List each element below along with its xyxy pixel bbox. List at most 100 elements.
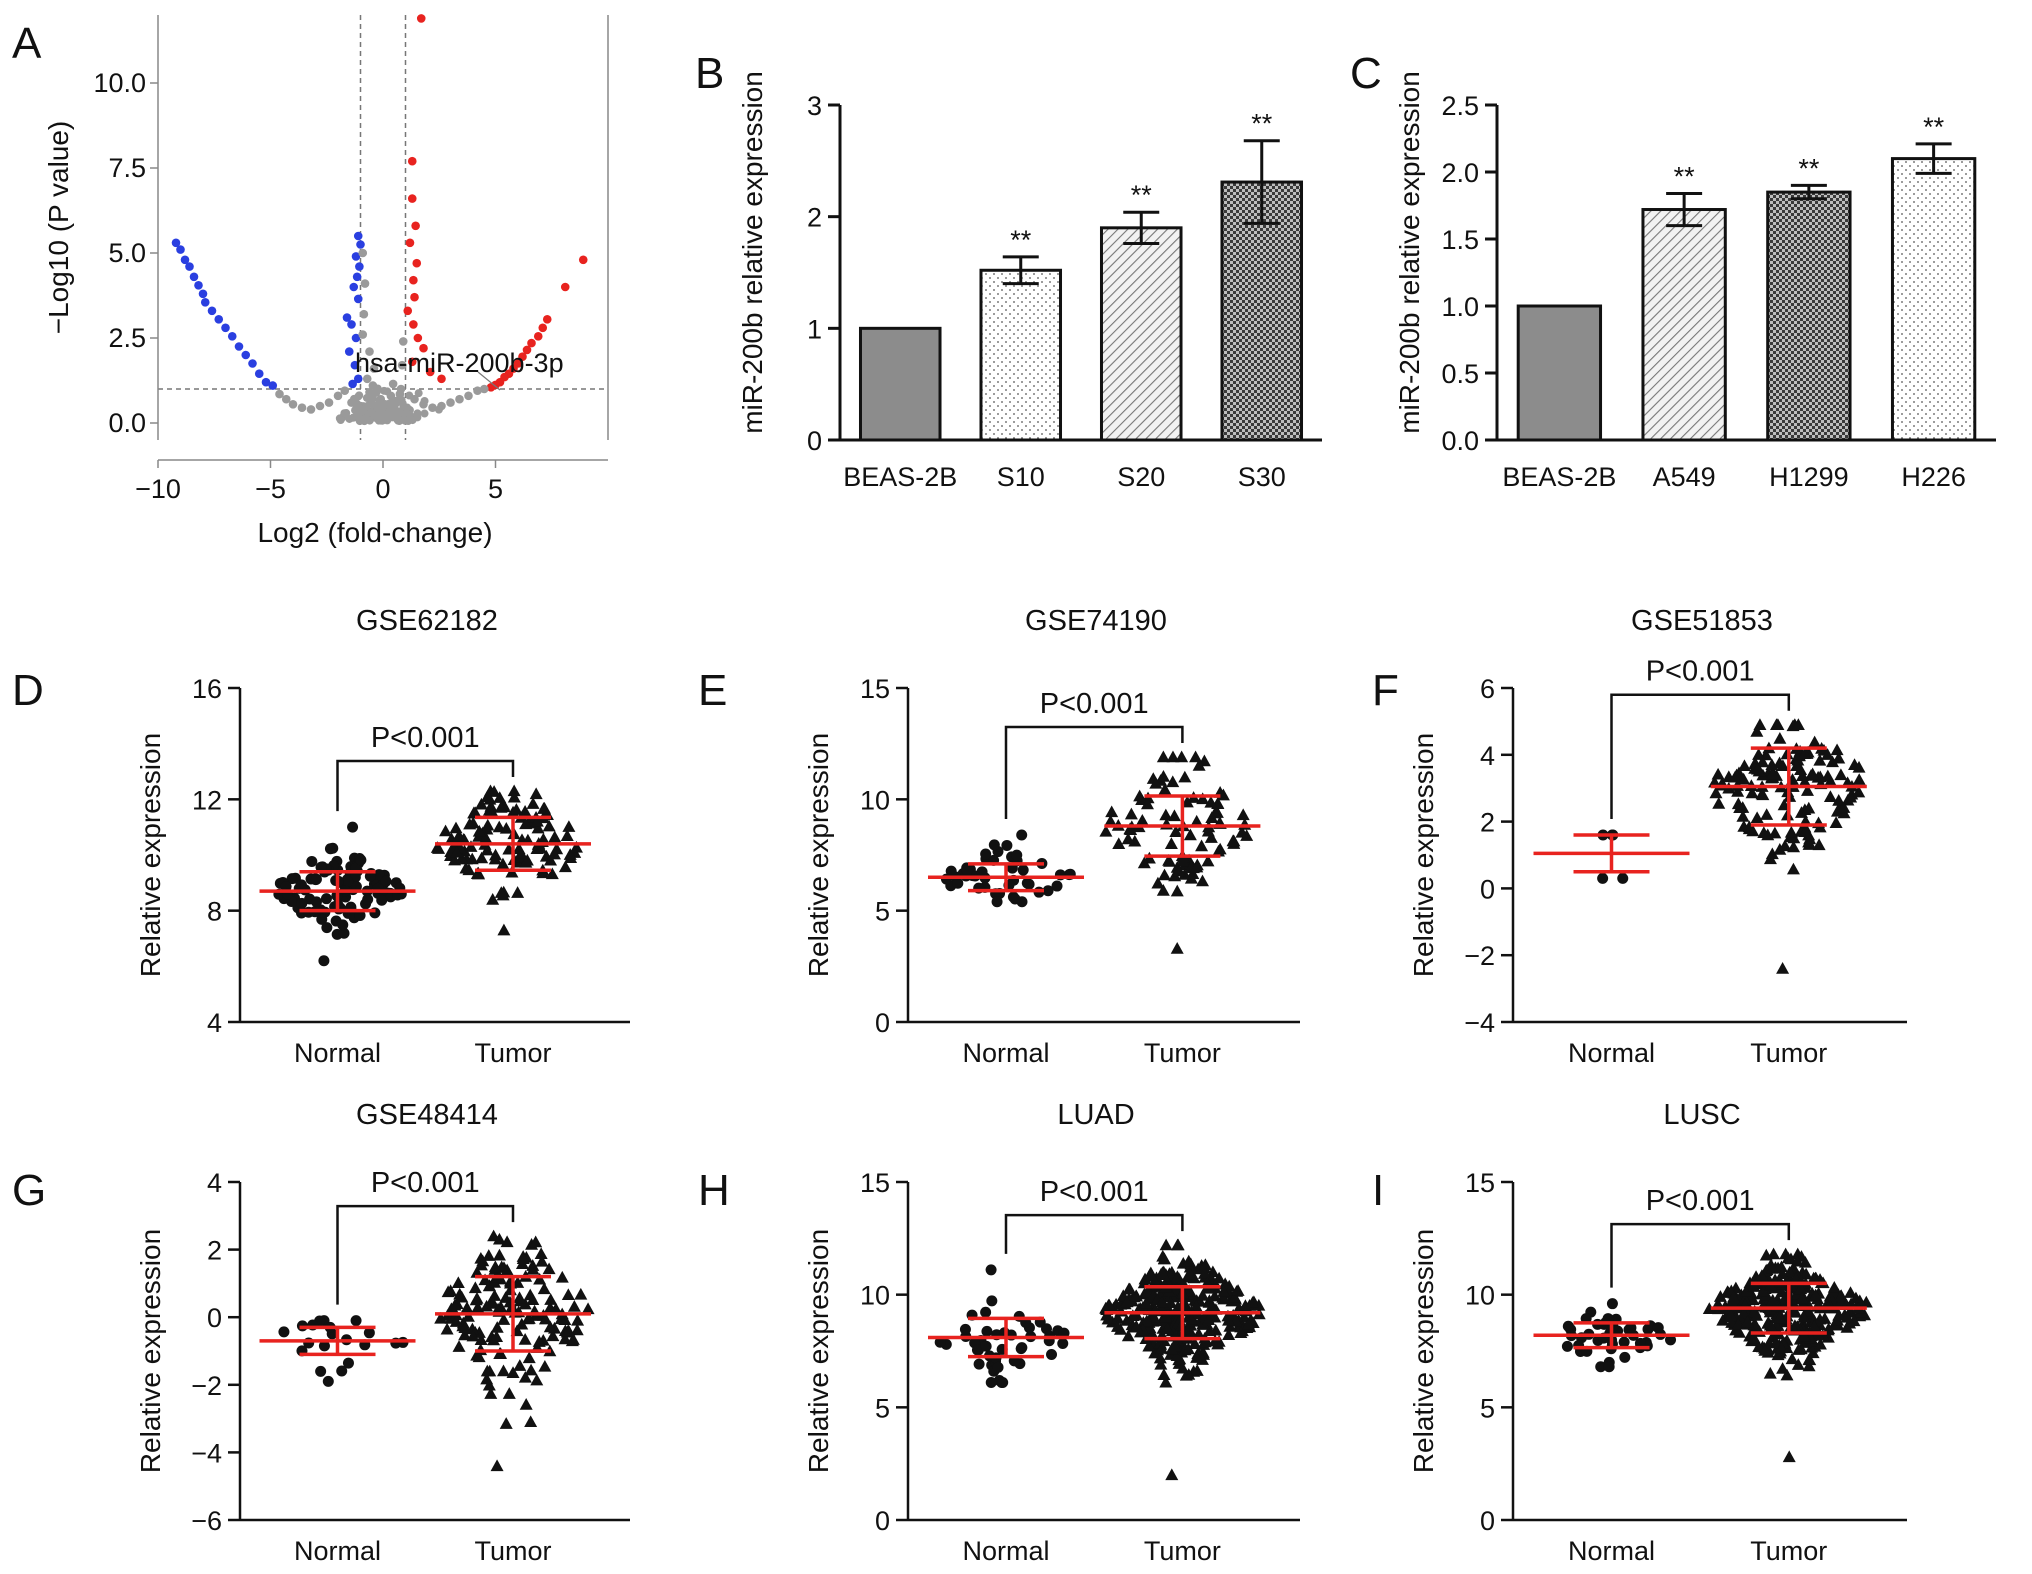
y-tick-label: 0 — [875, 1506, 890, 1536]
data-point-tumor — [1190, 860, 1204, 873]
data-point-tumor — [513, 1359, 527, 1371]
data-point-tumor — [441, 1285, 455, 1298]
data-point-tumor — [1137, 856, 1151, 869]
data-point-normal — [376, 894, 388, 906]
data-point-tumor — [1792, 1343, 1806, 1355]
data-point-tumor — [1750, 762, 1764, 775]
volcano-point-ns — [397, 360, 407, 370]
data-point-tumor — [465, 852, 479, 865]
volcano-point-up — [425, 367, 435, 377]
volcano-point-down — [254, 369, 264, 379]
volcano-point-down — [356, 240, 365, 249]
data-point-tumor — [1826, 755, 1840, 768]
volcano-point-up — [419, 343, 428, 353]
volcano-point-up — [437, 374, 446, 384]
data-point-tumor — [1794, 1282, 1808, 1295]
data-point-tumor — [1776, 1362, 1790, 1374]
data-point-tumor — [1140, 797, 1154, 810]
volcano-point-ns — [340, 386, 350, 396]
data-point-tumor — [1236, 808, 1250, 821]
data-point-normal — [988, 839, 1000, 851]
data-point-normal — [342, 875, 354, 887]
data-point-tumor — [1192, 758, 1206, 771]
data-point-tumor — [1756, 1285, 1770, 1297]
data-point-tumor — [1183, 828, 1197, 841]
data-point-tumor — [569, 840, 583, 853]
data-point-tumor — [1154, 1357, 1168, 1370]
data-point-normal — [350, 881, 362, 893]
volcano-point-down — [198, 289, 208, 299]
data-point-tumor — [1178, 868, 1192, 880]
volcano-point-ns — [281, 394, 291, 404]
data-point-tumor — [1776, 962, 1790, 974]
data-point-tumor — [488, 1289, 502, 1301]
data-point-normal — [1051, 880, 1063, 892]
data-point-tumor — [1197, 1267, 1211, 1279]
data-point-tumor — [1211, 844, 1225, 857]
y-tick-label: 15 — [860, 1168, 890, 1198]
data-point-tumor — [518, 1370, 532, 1383]
volcano-point-ns — [306, 405, 316, 414]
panel-title: LUSC — [1663, 1099, 1740, 1131]
data-point-tumor — [1844, 1297, 1858, 1310]
data-point-tumor — [1752, 1340, 1766, 1352]
data-point-tumor — [1802, 801, 1816, 814]
data-point-normal — [306, 855, 318, 867]
data-point-tumor — [1732, 1326, 1746, 1338]
data-point-normal — [973, 1358, 985, 1370]
volcano-point-down — [351, 333, 361, 343]
data-point-tumor — [469, 1293, 483, 1306]
data-point-tumor — [1195, 839, 1209, 852]
volcano-point-ns — [398, 337, 408, 346]
volcano-point-up — [409, 320, 418, 329]
data-point-tumor — [1740, 1284, 1754, 1297]
annotation-leader — [477, 371, 501, 391]
data-point-normal — [1619, 1351, 1631, 1363]
volcano-point-ns — [420, 396, 429, 405]
x-tick-label: BEAS-2B — [843, 462, 957, 492]
data-point-tumor — [492, 1248, 506, 1261]
x-tick-label: Tumor — [1144, 1536, 1221, 1566]
data-point-tumor — [1711, 1297, 1725, 1310]
data-point-tumor — [1164, 837, 1178, 849]
data-point-tumor — [581, 1302, 595, 1315]
volcano-point-down — [268, 381, 278, 390]
panel-letter-c: C — [1350, 49, 1382, 98]
data-point-tumor — [1172, 864, 1186, 877]
data-point-normal — [1023, 878, 1035, 890]
data-point-normal — [992, 1361, 1004, 1373]
significance-bracket — [1004, 725, 1184, 819]
data-point-tumor — [1105, 805, 1119, 818]
data-point-normal — [380, 875, 392, 887]
data-point-tumor — [1774, 1341, 1788, 1354]
data-point-tumor — [1731, 797, 1745, 810]
data-point-tumor — [1164, 1296, 1178, 1309]
data-point-tumor — [1100, 1308, 1114, 1321]
data-point-tumor — [1748, 1304, 1762, 1317]
data-point-tumor — [1829, 816, 1843, 828]
data-point-tumor — [544, 1293, 558, 1305]
data-point-normal — [321, 922, 333, 934]
data-point-tumor — [488, 1260, 502, 1273]
volcano-point-ns — [345, 414, 354, 423]
data-point-tumor — [526, 797, 540, 809]
volcano-point-down — [351, 252, 361, 261]
data-point-normal — [1623, 1324, 1635, 1336]
data-point-tumor — [532, 1335, 546, 1347]
data-point-tumor — [1775, 1267, 1789, 1280]
data-point-normal — [1603, 1361, 1615, 1373]
significance-mark: ** — [1010, 225, 1032, 255]
data-point-tumor — [1156, 750, 1170, 763]
data-point-tumor — [1821, 748, 1835, 760]
y-tick-label: 5 — [875, 1393, 890, 1423]
y-tick-label: 5 — [1480, 1393, 1495, 1423]
data-point-tumor — [1198, 1258, 1212, 1270]
data-point-tumor — [1167, 809, 1181, 822]
data-point-tumor — [1217, 1285, 1231, 1297]
y-tick-label: 4 — [1480, 741, 1495, 771]
data-point-tumor — [1798, 747, 1812, 760]
volcano-point-ns — [388, 379, 398, 389]
data-point-tumor — [1740, 1315, 1754, 1328]
data-point-tumor — [1813, 1337, 1827, 1350]
data-point-normal — [1011, 849, 1023, 861]
